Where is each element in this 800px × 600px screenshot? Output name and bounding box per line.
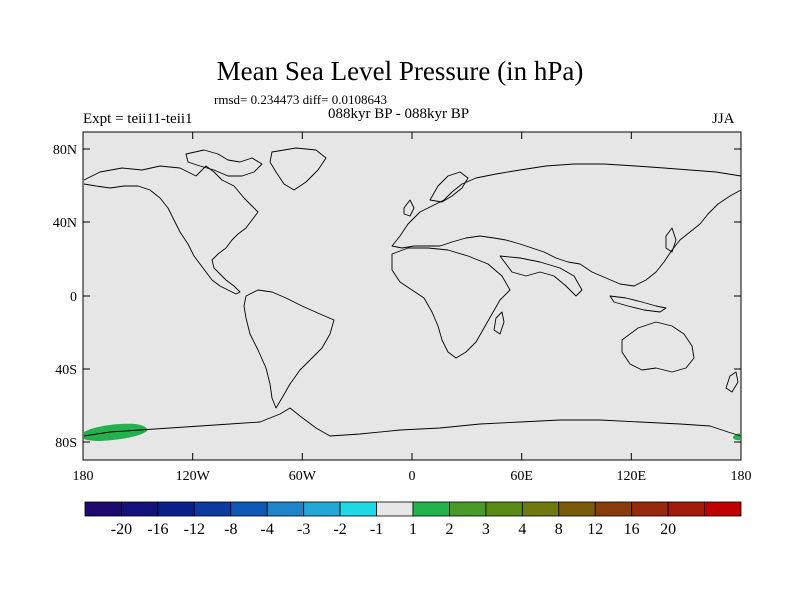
lon-ticks — [82, 132, 742, 460]
lat-label-40n: 40N — [53, 216, 77, 231]
lon-label-120w: 120W — [176, 469, 211, 484]
experiment-label: Expt = teii11-teii1 — [83, 111, 193, 127]
colorbar-swatch — [339, 501, 377, 517]
coast-north-america — [83, 165, 259, 295]
colorbar-label: -4 — [261, 521, 274, 538]
coast-greenland — [269, 147, 327, 191]
colorbar-label: -3 — [297, 521, 310, 538]
stats-label: rmsd= 0.234473 diff= 0.0108643 — [214, 92, 387, 107]
lat-label-40s: 40S — [55, 363, 77, 378]
colorbar-swatch — [193, 501, 232, 517]
coast-scandinavia — [429, 171, 469, 203]
colorbar-swatch — [303, 501, 341, 517]
lat-label-0: 0 — [70, 290, 77, 305]
colorbar-swatch — [376, 501, 414, 517]
colorbar-swatch — [121, 501, 159, 517]
colorbar-swatch — [631, 501, 669, 517]
coast-madagascar — [493, 311, 505, 335]
lon-label-60e: 60E — [510, 469, 533, 484]
colorbar-swatch — [485, 501, 523, 517]
coast-south-america — [243, 289, 335, 409]
colorbar-swatch — [449, 501, 487, 517]
coast-arctic-islands — [185, 149, 263, 177]
colorbar — [84, 501, 742, 517]
lat-labels: 80N 40N 0 40S 80S — [53, 143, 77, 451]
colorbar-labels: -20 -16 -12 -8 -4 -3 -2 -1 1 2 3 4 8 12 16 20 — [111, 521, 676, 538]
colorbar-label: -12 — [184, 521, 205, 538]
coast-africa — [391, 247, 511, 359]
coast-uk — [403, 199, 415, 217]
coastlines — [83, 147, 742, 437]
plot-title: Mean Sea Level Pressure (in hPa) — [216, 56, 584, 86]
colorbar-label: -8 — [224, 521, 237, 538]
lon-label-120e: 120E — [617, 469, 647, 484]
anomaly-region-edge — [732, 433, 741, 441]
colorbar-label: 12 — [587, 521, 603, 538]
colorbar-label: -20 — [111, 521, 132, 538]
colorbar-swatch — [230, 501, 268, 517]
coast-indonesia — [609, 295, 667, 313]
coast-new-zealand — [725, 371, 739, 393]
colorbar-label: 2 — [445, 521, 453, 538]
colorbar-label: 1 — [409, 521, 417, 538]
lon-label-180w: 180 — [73, 469, 94, 484]
colorbar-swatch — [704, 501, 742, 517]
colorbar-swatch — [157, 501, 195, 517]
colorbar-swatch — [594, 501, 633, 517]
coast-australia — [621, 321, 695, 373]
colorbar-label: 20 — [660, 521, 676, 538]
lat-label-80n: 80N — [53, 143, 77, 158]
map-background — [82, 131, 742, 461]
anomaly-region-south-pacific — [84, 423, 148, 441]
lat-label-80s: 80S — [55, 436, 77, 451]
lon-label-60w: 60W — [289, 469, 317, 484]
season-label: JJA — [712, 111, 735, 127]
colorbar-swatch — [412, 501, 450, 517]
coast-eurasia — [391, 163, 742, 287]
lon-label-180e: 180 — [731, 469, 752, 484]
coast-south-asia — [499, 255, 583, 297]
coast-antarctica — [83, 407, 742, 437]
colorbar-label: 4 — [518, 521, 526, 538]
period-label: 088kyr BP - 088kyr BP — [328, 106, 470, 122]
colorbar-label: -1 — [370, 521, 383, 538]
colorbar-swatch — [84, 501, 122, 517]
colorbar-label: -16 — [147, 521, 168, 538]
colorbar-swatch — [521, 501, 560, 517]
lon-label-0: 0 — [409, 469, 416, 484]
colorbar-label: 3 — [482, 521, 490, 538]
lat-ticks — [83, 148, 741, 443]
colorbar-swatch — [667, 501, 705, 517]
colorbar-label: -2 — [333, 521, 346, 538]
coast-japan — [665, 227, 677, 253]
lon-labels: 180 120W 60W 0 60E 120E 180 — [73, 469, 752, 484]
colorbar-swatch — [558, 501, 596, 517]
colorbar-swatch — [266, 501, 305, 517]
anomaly-fill-group — [84, 423, 741, 441]
colorbar-label: 16 — [624, 521, 640, 538]
colorbar-label: 8 — [555, 521, 563, 538]
